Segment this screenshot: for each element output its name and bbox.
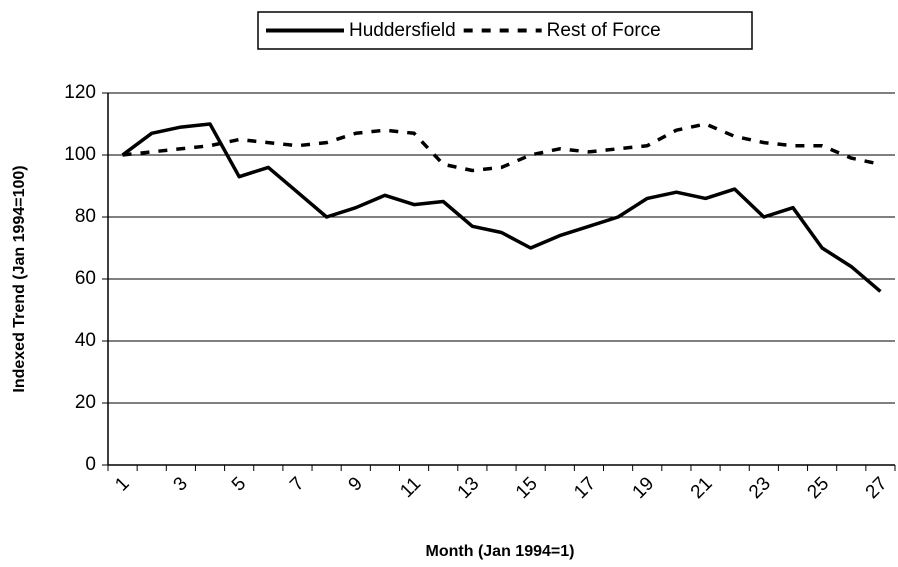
x-axis-title: Month (Jan 1994=1) bbox=[426, 543, 575, 560]
x-tick-label: 13 bbox=[454, 473, 484, 503]
x-tick-label: 3 bbox=[170, 473, 192, 495]
series-line bbox=[121, 122, 882, 293]
x-tick-label: 7 bbox=[286, 473, 308, 495]
y-tick-label: 80 bbox=[75, 206, 96, 227]
x-tick-label: 15 bbox=[512, 473, 542, 503]
y-axis-title: Indexed Trend (Jan 1994=100) bbox=[11, 165, 28, 392]
legend-label: Huddersfield bbox=[349, 20, 456, 41]
x-tick-label: 11 bbox=[396, 473, 425, 502]
x-tick-label: 23 bbox=[745, 473, 775, 503]
x-tick-label: 17 bbox=[570, 473, 600, 503]
y-tick-label: 40 bbox=[75, 330, 96, 351]
y-tick-label: 0 bbox=[85, 454, 96, 475]
y-tick-label: 120 bbox=[64, 82, 96, 103]
y-tick-label: 100 bbox=[64, 144, 96, 165]
x-tick-label: 1 bbox=[111, 473, 133, 495]
x-tick-label: 25 bbox=[803, 473, 833, 503]
x-tick-label: 27 bbox=[862, 473, 892, 503]
x-tick-label: 9 bbox=[345, 473, 367, 495]
y-tick-label: 20 bbox=[75, 392, 96, 413]
y-tick-label: 60 bbox=[75, 268, 96, 289]
series-line bbox=[122, 122, 881, 173]
x-tick-label: 5 bbox=[228, 473, 250, 495]
x-tick-label: 19 bbox=[629, 473, 659, 503]
legend-label: Rest of Force bbox=[547, 20, 661, 41]
x-tick-label: 21 bbox=[687, 473, 717, 503]
